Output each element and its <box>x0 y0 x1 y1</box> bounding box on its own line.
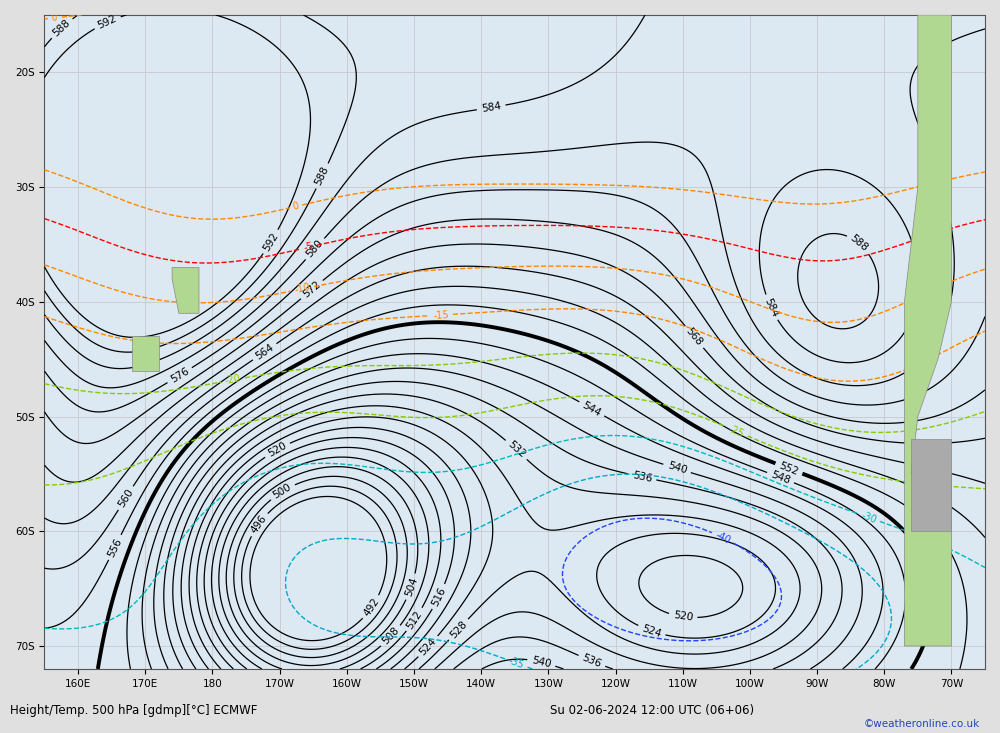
Text: 536: 536 <box>581 652 603 669</box>
Text: 568: 568 <box>684 326 705 348</box>
Text: -35: -35 <box>507 655 526 671</box>
Text: 536: 536 <box>631 470 653 484</box>
Text: ©weatheronline.co.uk: ©weatheronline.co.uk <box>864 719 980 729</box>
Text: -40: -40 <box>713 529 732 545</box>
Polygon shape <box>172 268 199 313</box>
Text: Su 02-06-2024 12:00 UTC (06+06): Su 02-06-2024 12:00 UTC (06+06) <box>550 704 754 717</box>
Text: 524: 524 <box>641 623 663 639</box>
Text: 504: 504 <box>403 576 419 598</box>
Text: 500: 500 <box>271 482 293 501</box>
Text: Height/Temp. 500 hPa [gdmp][°C] ECMWF: Height/Temp. 500 hPa [gdmp][°C] ECMWF <box>10 704 257 717</box>
Text: 588: 588 <box>51 18 72 39</box>
Text: 572: 572 <box>301 279 323 300</box>
Text: 564: 564 <box>254 342 276 361</box>
Text: -25: -25 <box>727 424 746 439</box>
Text: -20: -20 <box>224 374 242 386</box>
Text: 520: 520 <box>266 441 288 459</box>
Text: 552: 552 <box>778 460 800 477</box>
Text: 584: 584 <box>481 101 502 114</box>
Text: 524: 524 <box>418 636 439 658</box>
Text: 592: 592 <box>96 13 119 31</box>
Text: 528: 528 <box>448 619 469 640</box>
Text: 496: 496 <box>249 513 269 535</box>
Text: 588: 588 <box>313 165 331 187</box>
Text: -10: -10 <box>294 282 311 295</box>
Text: -5: -5 <box>303 241 315 253</box>
Text: 512: 512 <box>405 608 424 630</box>
Text: 576: 576 <box>169 366 191 385</box>
Text: 520: 520 <box>673 611 693 623</box>
Text: 592: 592 <box>261 231 280 253</box>
Text: 516: 516 <box>430 586 448 608</box>
Text: 584: 584 <box>762 296 780 319</box>
Text: -30: -30 <box>859 510 878 525</box>
Text: -15: -15 <box>433 309 449 320</box>
Polygon shape <box>904 15 951 646</box>
Text: 0: 0 <box>292 201 300 212</box>
Text: 540: 540 <box>531 655 552 669</box>
Text: 556: 556 <box>106 537 124 559</box>
Polygon shape <box>132 336 159 371</box>
Text: 580: 580 <box>305 238 325 259</box>
Text: 560: 560 <box>116 487 135 509</box>
Text: 508: 508 <box>381 625 401 647</box>
Text: 0: 0 <box>50 12 58 23</box>
Polygon shape <box>911 440 951 531</box>
Text: 544: 544 <box>581 399 603 418</box>
Text: 532: 532 <box>506 440 527 460</box>
Text: 492: 492 <box>362 596 381 619</box>
Text: 548: 548 <box>769 469 792 486</box>
Text: 588: 588 <box>848 233 870 254</box>
Text: 540: 540 <box>666 461 688 476</box>
